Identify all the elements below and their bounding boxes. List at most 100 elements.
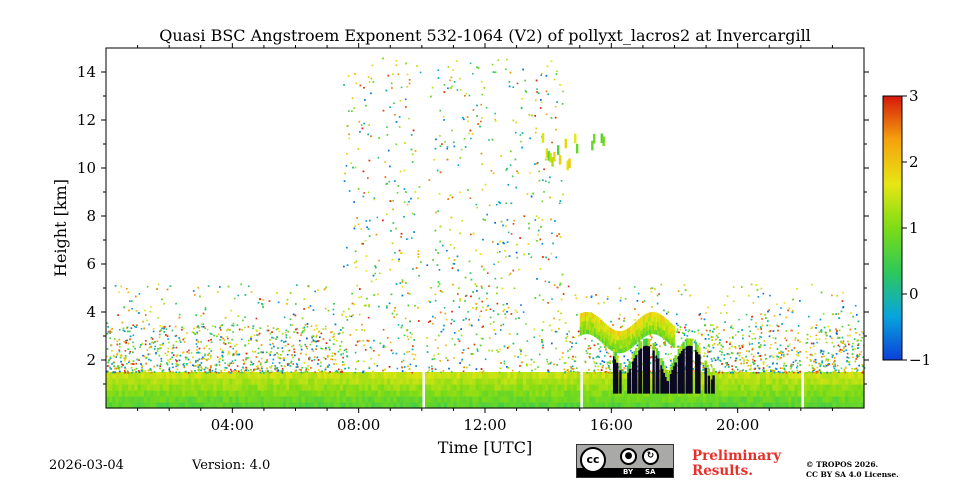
speckle [755, 284, 758, 286]
bl-cell [522, 384, 527, 391]
bl-cell [617, 396, 622, 403]
bl-cell [469, 396, 473, 403]
speckle [437, 347, 439, 349]
bl-cell [396, 390, 401, 397]
bl-cell [794, 378, 799, 385]
speckle [497, 261, 500, 263]
speckle [317, 331, 320, 333]
speckle [396, 367, 399, 370]
speckle [858, 334, 861, 336]
bl-cell [835, 390, 840, 397]
speckle [198, 347, 201, 350]
speckle [198, 371, 201, 373]
speckle [364, 239, 367, 242]
bl-cell [677, 396, 682, 403]
bl-cell [308, 384, 312, 391]
bl-cell [368, 378, 372, 385]
speckle [197, 351, 200, 354]
speckle [543, 191, 545, 193]
bl-cell [841, 402, 846, 409]
bl-cell [118, 396, 123, 403]
speckle [419, 71, 422, 74]
bl-cell [257, 402, 262, 409]
bl-cell [725, 378, 729, 385]
speckle [605, 351, 608, 354]
speckle [223, 339, 226, 341]
bl-cell [147, 390, 151, 397]
bl-cell [797, 390, 802, 397]
speckle [342, 352, 345, 355]
speckle [862, 332, 865, 335]
speckle [450, 87, 453, 90]
bl-cell [475, 390, 480, 397]
bl-cell [794, 396, 799, 403]
bl-cell [387, 396, 391, 403]
speckle [654, 344, 656, 347]
speckle [458, 340, 461, 342]
bl-cell [586, 378, 590, 385]
speckle [203, 357, 205, 360]
bl-cell [649, 390, 653, 397]
bl-cell [317, 396, 322, 403]
bl-cell [560, 378, 565, 385]
speckle [779, 371, 781, 374]
bl-cell [702, 402, 707, 409]
bl-cell [387, 378, 391, 385]
speckle [273, 345, 275, 348]
bl-cell [162, 384, 167, 391]
speckle [757, 328, 759, 331]
bl-cell [200, 402, 205, 409]
speckle [737, 330, 740, 333]
bl-cell [210, 390, 214, 397]
bl-cell [137, 390, 142, 397]
speckle [718, 342, 721, 345]
speckle [157, 317, 159, 319]
speckle [514, 131, 517, 134]
bl-cell [592, 390, 597, 397]
speckle [651, 287, 654, 289]
bl-cell [229, 390, 233, 397]
bl-cell [766, 378, 770, 385]
speckle [446, 158, 449, 161]
speckle [200, 366, 203, 368]
bl-cell [390, 372, 395, 379]
bl-cell [548, 402, 552, 409]
bl-cell [298, 384, 303, 391]
speckle [428, 300, 430, 302]
speckle [555, 347, 557, 350]
speckle [274, 365, 277, 367]
bl-cell [428, 384, 432, 391]
bl-cell [589, 390, 593, 397]
speckle [680, 293, 683, 296]
speckle [478, 315, 481, 318]
bl-cell [320, 378, 325, 385]
bl-cell [184, 390, 189, 397]
bl-cell [175, 390, 180, 397]
speckle [275, 328, 278, 331]
bl-cell [368, 384, 372, 391]
speckle [165, 354, 168, 357]
bl-cell [832, 390, 837, 397]
speckle [670, 346, 673, 348]
speckle [405, 106, 407, 108]
bl-cell [797, 378, 802, 385]
speckle [510, 150, 512, 153]
bl-cell [693, 402, 698, 409]
speckle [684, 329, 687, 331]
speckle [245, 357, 248, 359]
bl-cell [273, 384, 278, 391]
speckle [727, 363, 730, 366]
bl-cell [406, 390, 410, 397]
bl-cell [279, 384, 284, 391]
bl-cell [286, 378, 290, 385]
speckle [400, 86, 403, 89]
speckle [551, 141, 553, 144]
speckle [556, 330, 558, 333]
bl-cell [346, 378, 350, 385]
speckle [760, 313, 762, 316]
speckle [601, 366, 604, 369]
speckle [345, 351, 348, 353]
bl-cell [750, 402, 755, 409]
speckle [351, 292, 353, 295]
bl-cell [346, 384, 350, 391]
